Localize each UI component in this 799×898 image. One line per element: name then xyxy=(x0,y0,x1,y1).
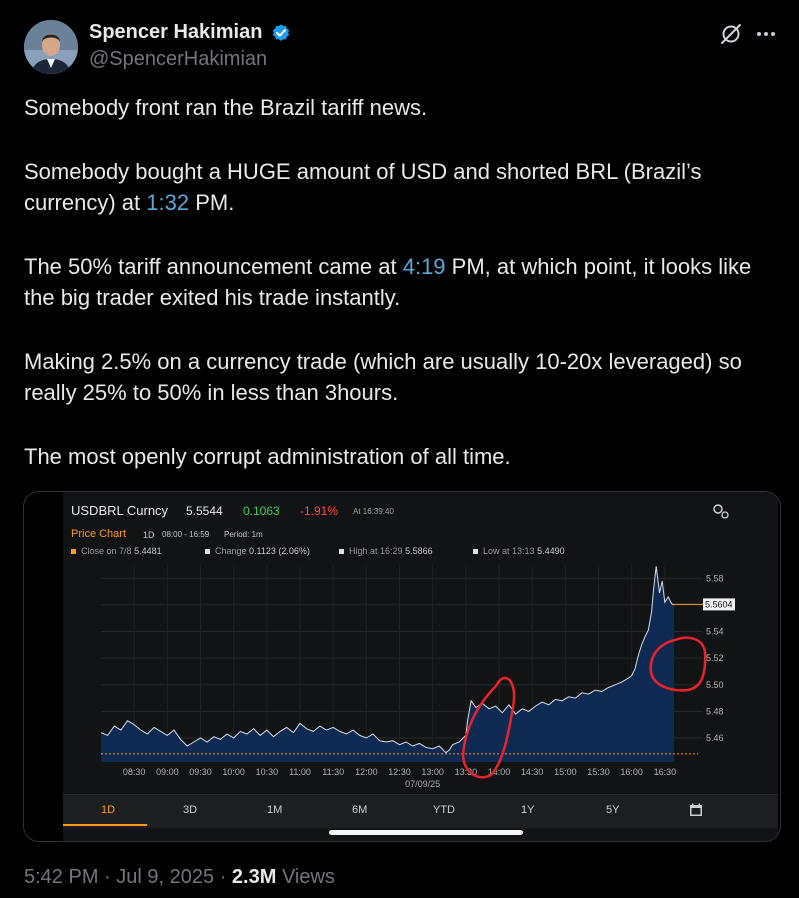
x-tick-label: 15:00 xyxy=(554,767,577,777)
more-options-icon[interactable] xyxy=(753,22,779,46)
views-label: Views xyxy=(281,866,335,888)
y-tick-label: 5.58 xyxy=(706,573,724,583)
last-price-tag-label: 5.5604 xyxy=(705,599,733,609)
last-price: 5.5544 xyxy=(186,504,223,518)
tweet-footer: 5:42 PM · Jul 9, 2025 · 2.3M Views xyxy=(24,866,335,889)
tweet-media[interactable]: USDBRL Curncy 5.5544 0.1063 -1.91% At 16… xyxy=(23,491,781,842)
x-tick-label: 12:00 xyxy=(355,767,378,777)
y-tick-label: 5.46 xyxy=(706,733,724,743)
ticker-label: USDBRL Curncy xyxy=(71,503,169,518)
x-tick-label: 10:00 xyxy=(222,767,245,777)
x-axis-date-label: 07/09/25 xyxy=(405,779,440,789)
legend-low-value: 5.4490 xyxy=(537,546,565,556)
legend-change-label: Change xyxy=(215,546,247,556)
tweet-paragraph: Making 2.5% on a currency trade (which a… xyxy=(24,346,784,408)
chart-hours: 08:00 - 16:59 xyxy=(162,530,210,539)
avatar[interactable] xyxy=(24,20,78,74)
x-tick-label: 08:30 xyxy=(123,767,146,777)
x-tick-label: 13:00 xyxy=(421,767,444,777)
post-time[interactable]: 5:42 PM xyxy=(24,866,99,888)
x-axis-ticks: 08:30 09:00 09:30 10:00 10:30 11:00 11:30 12:00… xyxy=(123,767,676,777)
tweet-text: Somebody front ran the Brazil tariff new… xyxy=(24,92,784,472)
legend-low-label: Low at 13:13 xyxy=(483,546,535,556)
x-tick-label: 13:30 xyxy=(455,767,478,777)
chart-interval: Period: 1m xyxy=(224,530,263,539)
footer-separator: · xyxy=(98,866,117,888)
tweet-paragraph: The most openly corrupt administration o… xyxy=(24,441,784,472)
tweet-paragraph: Somebody bought a HUGE amount of USD and… xyxy=(24,156,784,218)
price-chart-panel: USDBRL Curncy 5.5544 0.1063 -1.91% At 16… xyxy=(63,492,778,841)
legend-close-label: Close on 7/8 xyxy=(81,546,132,556)
x-tick-label: 15:30 xyxy=(587,767,610,777)
tab-1d[interactable]: 1D xyxy=(101,804,116,816)
chart-period: 1D xyxy=(143,530,155,540)
tweet-text-span: Somebody front ran the Brazil tariff new… xyxy=(24,95,428,120)
last-price-tag xyxy=(703,598,735,611)
legend-close: Close on 7/8 5.4481 xyxy=(71,546,162,556)
y-tick-label: 5.54 xyxy=(706,627,724,637)
active-tab-underline xyxy=(63,824,147,826)
time-link[interactable]: 4:19 xyxy=(402,254,446,279)
price-change: 0.1063 xyxy=(243,504,280,518)
legend-low: Low at 13:13 5.4490 xyxy=(473,546,565,556)
tab-1y[interactable]: 1Y xyxy=(521,804,535,816)
x-tick-label: 11:30 xyxy=(322,767,344,777)
tab-5y[interactable]: 5Y xyxy=(606,804,620,816)
author-name[interactable]: Spencer Hakimian xyxy=(89,21,263,43)
author-handle[interactable]: @SpencerHakimian xyxy=(89,48,268,70)
tab-ytd[interactable]: YTD xyxy=(433,804,455,816)
tweet-paragraph: Somebody front ran the Brazil tariff new… xyxy=(24,92,784,123)
tweet-text-span: PM. xyxy=(189,190,235,215)
chart-gridlines xyxy=(101,565,703,762)
x-tick-label: 14:30 xyxy=(521,767,544,777)
x-tick-label: 16:00 xyxy=(620,767,643,777)
legend-high-label: High at 16:29 xyxy=(349,546,403,556)
legend-high: High at 16:29 5.5866 xyxy=(339,546,433,556)
tab-3d[interactable]: 3D xyxy=(183,804,198,816)
legend-change-value: 0.1123 (2.06%) xyxy=(249,546,310,556)
x-tick-label: 14:00 xyxy=(488,767,511,777)
chart-title: Price Chart xyxy=(71,528,127,540)
x-tick-label: 11:00 xyxy=(289,767,311,777)
y-tick-label: 5.52 xyxy=(706,653,724,663)
tab-1m[interactable]: 1M xyxy=(267,804,283,816)
annotation-circle-1 xyxy=(461,676,516,779)
avatar-image xyxy=(24,20,78,74)
home-indicator xyxy=(329,830,523,835)
tweet-text-span: Somebody bought a HUGE amount of USD and… xyxy=(24,159,702,215)
tweet-text-span: The 50% tariff announcement came at xyxy=(24,254,403,279)
tweet-text-span: The most openly corrupt administration o… xyxy=(24,444,511,469)
timeframe-tab-bar: 1D 3D 1M 6M YTD 1Y 5Y xyxy=(63,794,778,828)
price-chart: 5.465.485.505.525.545.565.58 08:3009:000… xyxy=(100,565,735,789)
views-count: 2.3M xyxy=(231,866,277,888)
calendar-icon[interactable] xyxy=(689,803,703,817)
quote-time: At 16:39:40 xyxy=(353,507,394,516)
legend-close-value: 5.4481 xyxy=(134,546,162,556)
annotation-circle-2 xyxy=(649,636,707,692)
tweet-text-span: Making 2.5% on a currency trade (which a… xyxy=(24,349,742,405)
price-line xyxy=(100,566,675,754)
x-tick-label: 09:30 xyxy=(189,767,212,777)
tab-6m[interactable]: 6M xyxy=(352,804,368,816)
price-area xyxy=(101,566,675,762)
x-tick-label: 09:00 xyxy=(156,767,179,777)
grok-icon[interactable] xyxy=(719,22,743,46)
footer-separator: · xyxy=(214,866,232,888)
settings-gear-icon[interactable] xyxy=(711,502,731,520)
x-tick-label: 10:30 xyxy=(256,767,279,777)
x-tick-label: 12:30 xyxy=(388,767,411,777)
y-tick-label: 5.50 xyxy=(706,680,724,690)
price-change-pct: -1.91% xyxy=(300,504,339,518)
tweet-paragraph: The 50% tariff announcement came at 4:19… xyxy=(24,251,784,313)
y-tick-label: 5.48 xyxy=(706,706,724,716)
legend-change: Change 0.1123 (2.06%) xyxy=(205,546,310,556)
time-link[interactable]: 1:32 xyxy=(146,190,190,215)
tweet-text-span: PM, at which point, it looks like the bi… xyxy=(24,254,752,310)
post-date[interactable]: Jul 9, 2025 xyxy=(116,866,215,888)
legend-high-value: 5.5866 xyxy=(405,546,433,556)
x-tick-label: 16:30 xyxy=(654,767,677,777)
verified-badge-icon[interactable] xyxy=(270,23,292,45)
